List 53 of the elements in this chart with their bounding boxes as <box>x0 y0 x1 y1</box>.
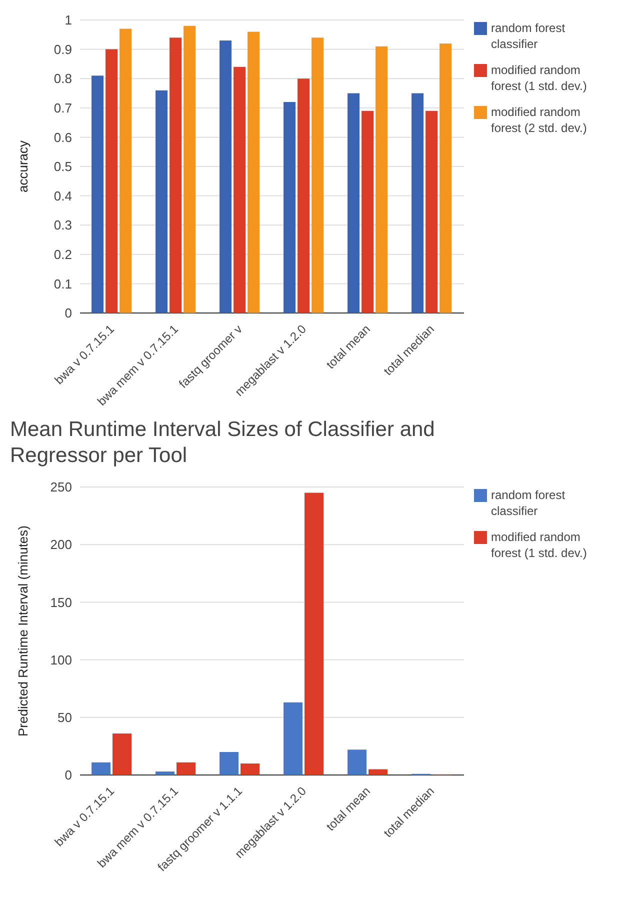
bar <box>312 38 324 313</box>
bar <box>92 76 104 313</box>
y-tick-label: 0.2 <box>54 247 72 262</box>
bar <box>220 40 232 313</box>
y-tick-label: 250 <box>50 480 72 495</box>
y-tick-label: 0 <box>64 768 72 783</box>
legend-label: modified random forest (2 std. dev.) <box>491 104 588 136</box>
y-tick-label: 100 <box>50 652 72 668</box>
bar <box>106 49 118 313</box>
bar <box>440 43 452 313</box>
y-tick-label: 0.8 <box>54 71 72 86</box>
y-axis-title: Predicted Runtime Interval (minutes) <box>16 526 31 736</box>
bar <box>376 46 388 313</box>
y-tick-label: 0.5 <box>54 159 72 174</box>
bar <box>298 78 310 313</box>
y-axis-title: accuracy <box>16 140 31 193</box>
y-tick-label: 0.4 <box>54 188 72 204</box>
bar <box>348 93 360 313</box>
bar <box>284 702 303 775</box>
bar <box>156 772 175 775</box>
y-tick-label: 0.3 <box>54 218 72 233</box>
bar <box>284 102 296 313</box>
bar <box>348 750 367 775</box>
y-tick-label: 0.1 <box>54 276 72 292</box>
bar <box>112 734 132 775</box>
y-tick-label: 0.6 <box>54 130 72 145</box>
bar <box>120 28 132 313</box>
bar <box>156 90 168 313</box>
y-tick-label: 0 <box>64 306 72 321</box>
y-tick-label: 50 <box>58 710 72 726</box>
bar <box>240 763 260 775</box>
legend-label: modified random forest (1 std. dev.) <box>491 62 588 94</box>
bar <box>170 38 182 313</box>
chart-title: Mean Runtime Interval Sizes of Classifier and Regressor per Tool <box>9 417 436 469</box>
bar <box>426 110 438 313</box>
y-tick-label: 200 <box>50 537 72 552</box>
bar <box>304 492 324 775</box>
y-tick-label: 150 <box>50 594 72 610</box>
bar <box>412 93 424 313</box>
bar <box>368 769 388 775</box>
bar <box>184 26 196 313</box>
y-tick-label: 0.7 <box>54 100 72 116</box>
bar <box>92 762 111 775</box>
legend-label: random forest classifier <box>491 20 566 52</box>
legend-label: random forest classifier <box>491 487 566 519</box>
bar <box>234 66 246 313</box>
y-tick-label: 0.9 <box>54 42 72 57</box>
bar <box>362 110 374 313</box>
bar <box>248 32 260 313</box>
bar <box>176 762 196 775</box>
y-tick-label: 1 <box>64 12 72 28</box>
legend-label: modified random forest (1 std. dev.) <box>491 529 588 561</box>
bar <box>220 752 239 775</box>
